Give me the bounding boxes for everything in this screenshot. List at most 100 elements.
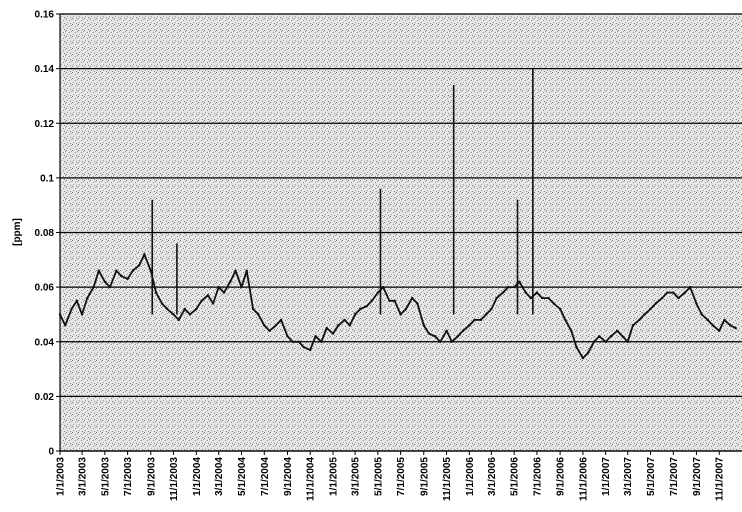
data-point	[291, 340, 294, 343]
x-tick-label: 9/1/2006	[556, 457, 567, 496]
data-point	[257, 313, 260, 316]
series-layer	[58, 68, 737, 360]
data-point	[381, 285, 385, 289]
y-tick-label: 0.02	[35, 392, 55, 403]
data-point	[320, 340, 323, 343]
y-tick-label: 0.1	[40, 173, 54, 184]
x-tick-label: 5/1/2003	[100, 457, 111, 496]
data-point	[177, 318, 180, 322]
x-tick-label: 3/1/2005	[351, 457, 362, 496]
data-point	[206, 294, 210, 297]
data-point	[331, 332, 335, 335]
data-point	[268, 329, 271, 333]
data-point	[484, 313, 488, 316]
data-point	[399, 313, 402, 316]
data-point	[518, 280, 521, 283]
x-tick-label: 11/1/2006	[578, 457, 589, 501]
data-point	[547, 296, 550, 300]
x-tick-label: 11/1/2005	[442, 457, 453, 501]
x-tick-label: 5/1/2007	[646, 457, 657, 496]
y-tick-label: 0.06	[35, 283, 55, 294]
data-point	[309, 348, 312, 352]
x-tick-label: 3/1/2006	[487, 457, 498, 496]
data-point	[86, 296, 89, 300]
data-point	[706, 318, 709, 322]
x-tick-label: 1/1/2005	[329, 457, 340, 496]
data-point	[564, 318, 567, 322]
data-point	[495, 296, 498, 300]
data-point	[108, 285, 112, 289]
data-point	[695, 302, 698, 305]
y-tick-label: 0	[48, 447, 54, 458]
y-axis: 0 0.02 0.04 0.06 0.08 0.1 0.12 0.14 0.16	[35, 10, 61, 458]
data-point	[143, 253, 146, 256]
data-point	[183, 307, 186, 311]
data-point	[200, 299, 203, 302]
data-point	[131, 269, 135, 272]
data-point	[279, 318, 283, 322]
data-point	[540, 296, 544, 300]
data-point	[70, 307, 73, 311]
data-point	[581, 356, 585, 360]
x-tick-label: 11/1/2003	[169, 457, 180, 501]
data-point	[718, 329, 721, 333]
data-point	[672, 291, 675, 294]
x-tick-label: 1/1/2006	[465, 457, 476, 496]
data-point	[97, 269, 101, 272]
data-point	[616, 329, 619, 333]
x-tick-label: 7/1/2005	[396, 457, 407, 496]
x-tick-label: 1/1/2003	[56, 457, 67, 496]
data-point	[314, 335, 317, 338]
data-point	[64, 324, 67, 327]
data-point	[677, 296, 680, 300]
data-point	[115, 269, 118, 272]
data-point	[154, 291, 158, 294]
data-point	[558, 307, 562, 311]
data-point	[297, 340, 300, 343]
series-line	[59, 253, 737, 360]
y-axis-title: [ppm]	[12, 218, 23, 246]
data-point	[529, 296, 533, 300]
data-point	[666, 291, 669, 294]
x-tick-label: 5/1/2006	[510, 457, 521, 496]
data-point	[501, 291, 505, 294]
data-point	[103, 280, 107, 283]
data-point	[393, 299, 396, 302]
data-point	[302, 346, 306, 349]
data-point	[700, 313, 703, 316]
data-point	[195, 307, 198, 311]
y-tick-label: 0.04	[35, 337, 55, 348]
data-point	[422, 324, 425, 327]
data-point	[92, 285, 95, 289]
data-point	[450, 340, 453, 343]
data-point	[461, 329, 465, 333]
data-point	[263, 324, 266, 327]
data-point	[165, 307, 169, 311]
x-tick-label: 9/1/2007	[692, 457, 703, 496]
x-tick-label: 3/1/2007	[623, 457, 634, 496]
x-axis: 1/1/2003 3/1/2003 5/1/2003 7/1/2003 9/1/2003…	[56, 450, 742, 501]
data-point	[245, 269, 248, 272]
data-point	[643, 313, 646, 316]
data-point	[325, 326, 328, 330]
x-tick-label: 3/1/2003	[78, 457, 89, 496]
data-point	[337, 324, 340, 327]
data-point	[723, 318, 726, 322]
data-point	[172, 313, 175, 316]
y-tick-label: 0.14	[35, 64, 55, 75]
x-tick-label: 9/1/2005	[419, 457, 430, 496]
data-point	[512, 285, 516, 289]
data-point	[660, 296, 664, 300]
data-point	[80, 313, 84, 316]
data-point	[359, 307, 362, 311]
data-point	[251, 307, 255, 311]
x-tick-label: 1/1/2004	[192, 457, 203, 496]
data-point	[353, 313, 357, 316]
data-point	[229, 280, 232, 283]
data-point	[654, 302, 657, 305]
data-point	[439, 340, 442, 343]
x-tick-label: 9/1/2003	[146, 457, 157, 496]
x-tick-label: 7/1/2007	[669, 457, 680, 496]
data-point	[524, 291, 527, 294]
